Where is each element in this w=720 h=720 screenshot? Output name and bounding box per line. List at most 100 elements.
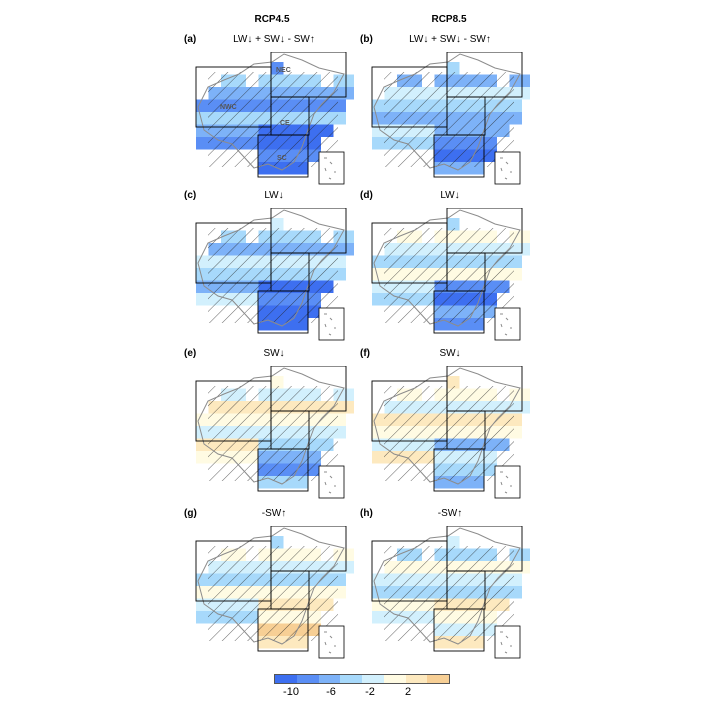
region-box: [433, 134, 485, 178]
map-panel: (g) -SW↑: [184, 508, 354, 659]
coastline: [197, 53, 345, 171]
grid-cell: [346, 388, 354, 401]
grid-cell: [346, 230, 354, 243]
inset-islands: [324, 157, 336, 180]
region-box: [433, 608, 485, 652]
map-panel: (e) SW↓: [184, 348, 354, 499]
grid-cell: [196, 451, 209, 464]
panel-variable-title: -SW↑: [437, 508, 463, 519]
column-title-rcp45: RCP4.5: [254, 14, 290, 25]
significance-hatch: [384, 386, 514, 481]
grid-cell: [522, 401, 530, 414]
grid-cell: [372, 426, 385, 439]
colorbar-segment: [383, 675, 406, 683]
grid-cell: [447, 62, 460, 75]
colorbar-segment: [275, 675, 297, 683]
region-label: NEC: [276, 67, 291, 74]
grid-cell: [522, 87, 530, 100]
grid-cell: [522, 74, 530, 87]
grid-cell: [196, 112, 209, 125]
china-map: [371, 52, 530, 185]
grid-cell: [447, 218, 460, 231]
colorbar: [274, 674, 450, 684]
inset-islands: [500, 471, 512, 494]
south-china-sea-inset: [318, 307, 345, 341]
region-box: [433, 448, 485, 492]
grid-cell: [346, 243, 354, 256]
grid-cell: [372, 255, 385, 268]
south-china-sea-inset: [318, 625, 345, 659]
south-china-sea-inset: [494, 151, 521, 185]
significance-hatch: [384, 546, 514, 641]
colorbar-tick-label: 2: [404, 686, 412, 698]
china-map: NEC NWC CE SC: [195, 52, 354, 185]
panel-variable-title: LW↓: [440, 190, 460, 201]
china-map: [195, 208, 354, 341]
panel-letter: (b): [360, 34, 373, 45]
region-label: SC: [277, 155, 287, 162]
grid-cell: [196, 124, 209, 137]
region-box: [433, 290, 485, 334]
grid-cell: [522, 230, 530, 243]
inset-islands: [324, 313, 336, 336]
grid-cell: [196, 280, 209, 293]
significance-hatch: [208, 386, 338, 481]
grid-cell: [372, 611, 385, 624]
grid-cell: [346, 87, 354, 100]
grid-cell: [372, 137, 385, 150]
region-label: NWC: [220, 104, 237, 111]
region-box: [257, 134, 309, 178]
grid-cell: [271, 218, 284, 231]
map-panel: (a) LW↓ + SW↓ - SW↑ NEC NWC CE SC: [184, 34, 354, 185]
grid-cell: [522, 243, 530, 256]
inset-islands: [500, 631, 512, 654]
significance-hatch: [208, 546, 338, 641]
inset-islands: [500, 313, 512, 336]
colorbar-segment: [427, 675, 449, 683]
panel-letter: (h): [360, 508, 373, 519]
grid-cell: [346, 401, 354, 414]
map-panel: (b) LW↓ + SW↓ - SW↑: [360, 34, 530, 185]
grid-cell: [372, 573, 385, 586]
grid-cell: [196, 413, 209, 426]
grid-cell: [372, 598, 385, 611]
coastline: [197, 367, 345, 485]
panel-letter: (g): [184, 508, 197, 519]
column-title-rcp85: RCP8.5: [431, 14, 467, 25]
panel-variable-title: LW↓: [264, 190, 284, 201]
panel-variable-title: SW↓: [439, 348, 461, 359]
coastline: [197, 209, 345, 327]
map-panel: (c) LW↓: [184, 190, 354, 341]
panel-letter: (f): [360, 348, 370, 359]
grid-cell: [372, 451, 385, 464]
grid-cell: [196, 586, 209, 599]
colorbar-segment: [405, 675, 428, 683]
panel-letter: (d): [360, 190, 373, 201]
grid-cell: [271, 536, 284, 549]
panel-letter: (e): [184, 348, 197, 359]
grid-cell: [196, 255, 209, 268]
region-box: [257, 608, 309, 652]
south-china-sea-inset: [318, 151, 345, 185]
grid-cell: [372, 124, 385, 137]
china-map: [371, 208, 530, 341]
inset-islands: [324, 631, 336, 654]
significance-hatch: [384, 228, 514, 323]
grid-cell: [372, 586, 385, 599]
significance-hatch: [208, 228, 338, 323]
grid-cell: [372, 438, 385, 451]
map-panel: (d) LW↓: [360, 190, 530, 341]
grid-cell: [196, 573, 209, 586]
coastline: [197, 527, 345, 645]
coastline: [373, 527, 521, 645]
colorbar-tick-label: -6: [326, 686, 336, 698]
grid-cell: [196, 598, 209, 611]
significance-hatch: [208, 72, 338, 167]
grid-cell: [196, 438, 209, 451]
grid-cell: [346, 74, 354, 87]
grid-cell: [372, 280, 385, 293]
grid-cell: [196, 611, 209, 624]
grid-cell: [346, 561, 354, 574]
china-map: [371, 366, 530, 499]
grid-cell: [196, 137, 209, 150]
